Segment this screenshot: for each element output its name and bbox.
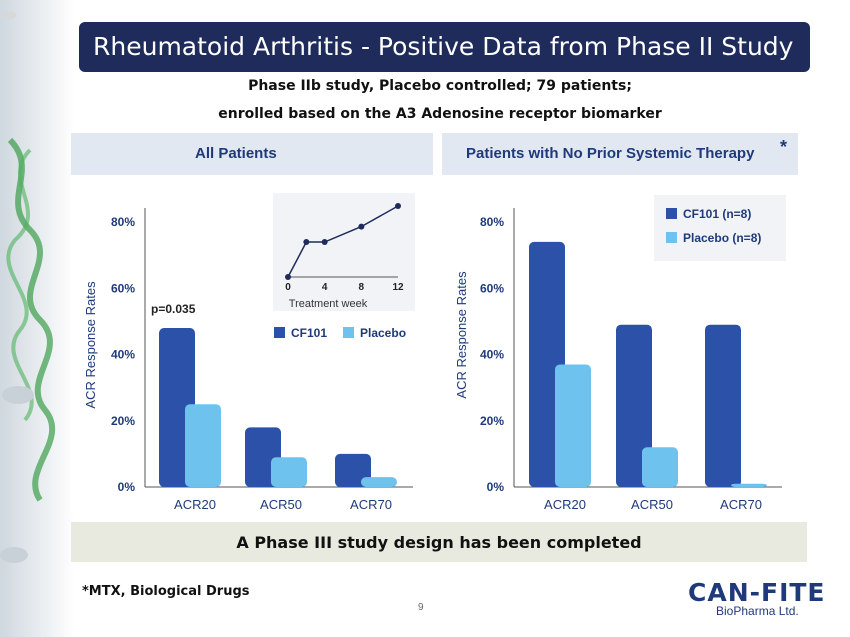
left-y-tick-label: 80% bbox=[111, 215, 135, 229]
left-x-tick-label: ACR70 bbox=[350, 497, 392, 510]
legend-swatch-cf101-n8 bbox=[666, 208, 677, 219]
phase-iii-banner: A Phase III study design has been comple… bbox=[71, 522, 807, 562]
left-panel-title: All Patients bbox=[195, 145, 277, 162]
right-bar-cf101-acr70 bbox=[705, 324, 741, 487]
phase-iii-banner-text: A Phase III study design has been comple… bbox=[236, 533, 642, 552]
inset-x-tick-label: 8 bbox=[359, 282, 365, 293]
left-y-tick-label: 60% bbox=[111, 281, 135, 295]
legend-label-cf101-n8: CF101 (n=8) bbox=[683, 207, 751, 221]
left-y-tick-label: 0% bbox=[118, 480, 136, 494]
left-bar-placebo-acr50 bbox=[271, 457, 307, 487]
right-legend-box bbox=[654, 195, 786, 261]
inset-point bbox=[321, 239, 328, 246]
right-panel-title: Patients with No Prior Systemic Therapy bbox=[466, 145, 755, 162]
decorative-dna-strip bbox=[0, 0, 75, 637]
left-bar-placebo-acr20 bbox=[185, 404, 221, 487]
left-y-tick-label: 40% bbox=[111, 348, 135, 362]
inset-x-tick-label: 0 bbox=[285, 282, 291, 293]
right-y-tick-label: 40% bbox=[480, 348, 504, 362]
left-y-tick-label: 20% bbox=[111, 414, 135, 428]
right-bar-chart: ACR Response Rates 0% 20% 40% 60% 80% ACR20 A… bbox=[442, 175, 798, 510]
subtitle-line-1: Phase IIb study, Placebo controlled; 79 … bbox=[248, 78, 632, 94]
left-x-tick-label: ACR50 bbox=[260, 497, 302, 510]
legend-swatch-placebo-n8 bbox=[666, 232, 677, 243]
slide-title: Rheumatoid Arthritis - Positive Data fro… bbox=[93, 32, 794, 61]
left-bar-cf101-acr70 bbox=[335, 453, 371, 487]
legend-label-placebo-n8: Placebo (n=8) bbox=[683, 231, 761, 245]
right-panel-title-asterisk: * bbox=[780, 137, 788, 157]
left-bar-chart: ACR Response Rates 0% 20% 40% 60% 80% ACR20 A… bbox=[71, 175, 433, 510]
inset-x-tick-label: 4 bbox=[322, 282, 328, 293]
inset-x-tick-label: 12 bbox=[392, 282, 404, 293]
left-bar-placebo-acr70 bbox=[361, 477, 397, 487]
inset-point bbox=[303, 239, 310, 246]
p-value-annotation: p=0.035 bbox=[151, 302, 196, 316]
subtitle-line-2: enrolled based on the A3 Adenosine recep… bbox=[218, 106, 662, 122]
inset-point bbox=[395, 203, 401, 210]
right-x-tick-label: ACR20 bbox=[544, 497, 586, 510]
left-x-tick-label: ACR20 bbox=[174, 497, 216, 510]
company-logo: CAN-FITE BioPharma Ltd. bbox=[688, 578, 826, 618]
legend-label-placebo: Placebo bbox=[360, 326, 406, 340]
legend-label-cf101: CF101 bbox=[291, 326, 327, 340]
left-y-axis-label: ACR Response Rates bbox=[83, 281, 98, 409]
inset-box bbox=[273, 193, 415, 311]
right-y-tick-label: 0% bbox=[487, 480, 505, 494]
right-y-tick-label: 20% bbox=[480, 414, 504, 428]
right-x-tick-label: ACR50 bbox=[631, 497, 673, 510]
inset-point bbox=[358, 223, 365, 230]
right-y-tick-label: 80% bbox=[480, 215, 504, 229]
logo-wordmark: CAN-FITE bbox=[688, 578, 826, 607]
right-y-tick-label: 60% bbox=[480, 281, 504, 295]
logo-subtitle: BioPharma Ltd. bbox=[716, 604, 799, 618]
right-bar-placebo-acr70 bbox=[731, 483, 767, 487]
right-x-tick-label: ACR70 bbox=[720, 497, 762, 510]
right-bar-placebo-acr50 bbox=[642, 447, 678, 487]
right-y-axis-label: ACR Response Rates bbox=[454, 271, 469, 399]
legend-swatch-cf101 bbox=[274, 327, 285, 338]
legend-swatch-placebo bbox=[343, 327, 354, 338]
left-panel-header: All Patients bbox=[71, 133, 433, 175]
page-number: 9 bbox=[418, 602, 424, 613]
inset-x-axis-label: Treatment week bbox=[289, 298, 368, 310]
right-bar-placebo-acr20 bbox=[555, 364, 591, 487]
title-bar: Rheumatoid Arthritis - Positive Data fro… bbox=[79, 22, 810, 72]
footnote: *MTX, Biological Drugs bbox=[82, 584, 250, 599]
right-bar-cf101-acr50 bbox=[616, 324, 652, 487]
right-panel-header: Patients with No Prior Systemic Therapy … bbox=[442, 133, 798, 175]
inset-point bbox=[285, 274, 291, 280]
